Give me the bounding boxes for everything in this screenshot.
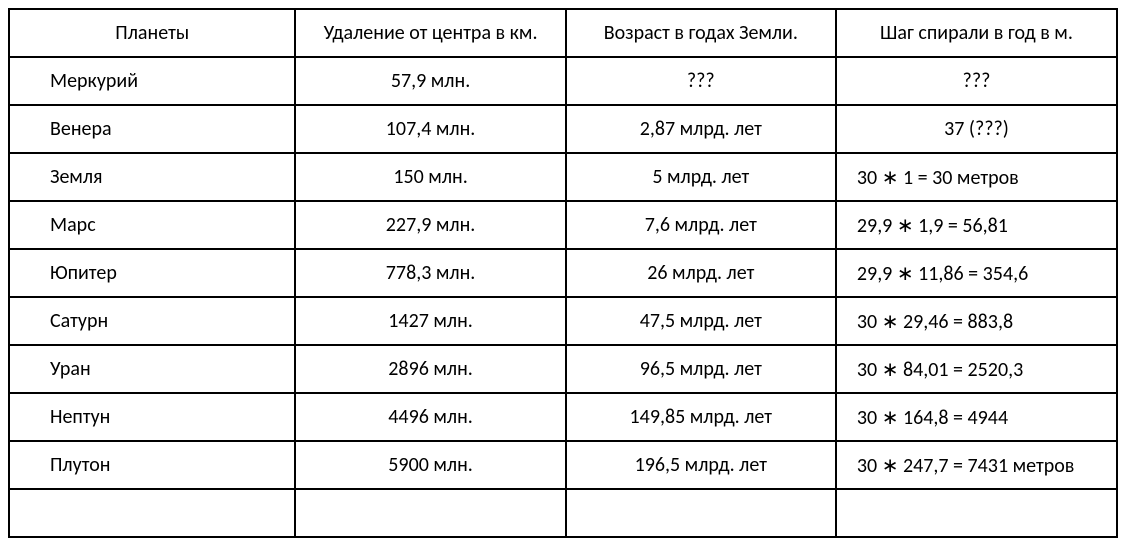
cell-age: 7,6 млрд. лет (566, 201, 836, 249)
cell-age: 47,5 млрд. лет (566, 297, 836, 345)
cell-distance: 1427 млн. (295, 297, 565, 345)
cell-spiral: 29,9 ∗ 11,86 = 354,6 (836, 249, 1117, 297)
table-header-row: Планеты Удаление от центра в км. Возраст… (9, 9, 1117, 57)
table-row: Юпитер 778,3 млн. 26 млрд. лет 29,9 ∗ 11… (9, 249, 1117, 297)
cell-planet: Нептун (9, 393, 295, 441)
cell-spiral: 30 ∗ 247,7 = 7431 метров (836, 441, 1117, 489)
cell-planet: Плутон (9, 441, 295, 489)
table-row: Сатурн 1427 млн. 47,5 млрд. лет 30 ∗ 29,… (9, 297, 1117, 345)
table-row (9, 489, 1117, 537)
cell-spiral: 30 ∗ 164,8 = 4944 (836, 393, 1117, 441)
cell-spiral: 30 ∗ 1 = 30 метров (836, 153, 1117, 201)
cell-distance: 778,3 млн. (295, 249, 565, 297)
cell-planet: Земля (9, 153, 295, 201)
cell-planet: Сатурн (9, 297, 295, 345)
cell-spiral: 30 ∗ 29,46 = 883,8 (836, 297, 1117, 345)
cell-planet: Уран (9, 345, 295, 393)
cell-age: 196,5 млрд. лет (566, 441, 836, 489)
cell-spiral: 29,9 ∗ 1,9 = 56,81 (836, 201, 1117, 249)
cell-distance: 57,9 млн. (295, 57, 565, 105)
table-row: Нептун 4496 млн. 149,85 млрд. лет 30 ∗ 1… (9, 393, 1117, 441)
cell-planet: Марс (9, 201, 295, 249)
cell-age: 96,5 млрд. лет (566, 345, 836, 393)
cell-age: 2,87 млрд. лет (566, 105, 836, 153)
table-row: Земля 150 млн. 5 млрд. лет 30 ∗ 1 = 30 м… (9, 153, 1117, 201)
table-row: Меркурий 57,9 млн. ??? ??? (9, 57, 1117, 105)
col-header-spiral: Шаг спирали в год в м. (836, 9, 1117, 57)
cell-distance: 2896 млн. (295, 345, 565, 393)
col-header-age: Возраст в годах Земли. (566, 9, 836, 57)
cell-spiral (836, 489, 1117, 537)
cell-distance: 5900 млн. (295, 441, 565, 489)
cell-distance: 107,4 млн. (295, 105, 565, 153)
cell-distance: 150 млн. (295, 153, 565, 201)
col-header-distance: Удаление от центра в км. (295, 9, 565, 57)
cell-planet: Юпитер (9, 249, 295, 297)
col-header-planet: Планеты (9, 9, 295, 57)
table-row: Венера 107,4 млн. 2,87 млрд. лет 37 (???… (9, 105, 1117, 153)
cell-age: ??? (566, 57, 836, 105)
cell-spiral: 30 ∗ 84,01 = 2520,3 (836, 345, 1117, 393)
cell-age: 149,85 млрд. лет (566, 393, 836, 441)
cell-distance (295, 489, 565, 537)
cell-spiral: 37 (???) (836, 105, 1117, 153)
table-row: Плутон 5900 млн. 196,5 млрд. лет 30 ∗ 24… (9, 441, 1117, 489)
table-row: Уран 2896 млн. 96,5 млрд. лет 30 ∗ 84,01… (9, 345, 1117, 393)
cell-planet: Меркурий (9, 57, 295, 105)
cell-distance: 227,9 млн. (295, 201, 565, 249)
cell-distance: 4496 млн. (295, 393, 565, 441)
cell-spiral: ??? (836, 57, 1117, 105)
cell-age (566, 489, 836, 537)
cell-age: 26 млрд. лет (566, 249, 836, 297)
planets-table: Планеты Удаление от центра в км. Возраст… (8, 8, 1118, 538)
cell-planet (9, 489, 295, 537)
cell-planet: Венера (9, 105, 295, 153)
table-row: Марс 227,9 млн. 7,6 млрд. лет 29,9 ∗ 1,9… (9, 201, 1117, 249)
cell-age: 5 млрд. лет (566, 153, 836, 201)
